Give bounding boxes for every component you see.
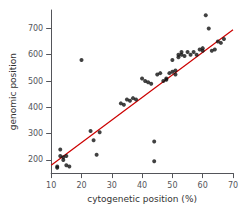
svg-text:500: 500: [28, 77, 43, 86]
svg-text:700: 700: [28, 24, 43, 33]
svg-text:200: 200: [28, 155, 43, 164]
svg-text:300: 300: [28, 129, 43, 138]
svg-text:40: 40: [137, 181, 147, 190]
svg-text:60: 60: [198, 181, 208, 190]
svg-text:400: 400: [28, 103, 43, 112]
svg-text:30: 30: [107, 181, 117, 190]
svg-text:20: 20: [76, 181, 86, 190]
svg-text:genomic position: genomic position: [8, 53, 18, 130]
svg-text:50: 50: [167, 181, 177, 190]
svg-text:cytogenetic position (%): cytogenetic position (%): [87, 194, 197, 204]
svg-text:70: 70: [228, 181, 238, 190]
svg-text:10: 10: [46, 181, 56, 190]
svg-text:600: 600: [28, 50, 43, 59]
